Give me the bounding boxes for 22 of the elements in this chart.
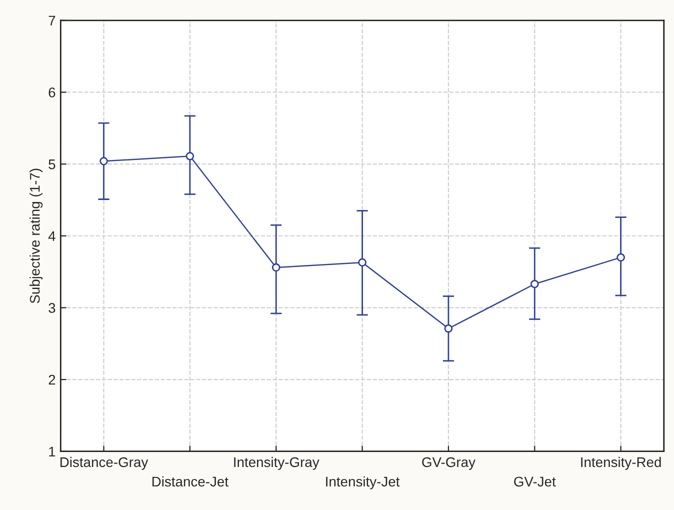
point	[358, 258, 366, 267]
y-tick-label: 7	[48, 16, 56, 26]
point	[444, 324, 453, 333]
y-tick-label: 3	[48, 303, 56, 313]
y-axis-title: Subjective rating (1-7)	[30, 168, 43, 304]
x-tick-label: Distance-Jet	[152, 476, 228, 487]
point	[100, 157, 108, 166]
y-tick-label: 1	[49, 446, 56, 456]
x-tick-label: Distance-Gray	[60, 456, 148, 470]
point	[616, 253, 625, 262]
point	[272, 263, 280, 272]
y-tick-label: 5	[48, 160, 56, 170]
x-tick-label: GV-Gray	[422, 457, 476, 470]
x-tick-label: GV-Jet	[514, 476, 556, 487]
point	[530, 280, 539, 288]
point	[186, 152, 194, 160]
y-tick-label: 2	[48, 374, 56, 385]
y-tick-label: 6	[48, 88, 56, 98]
x-tick-label: Intensity-Red	[581, 456, 661, 470]
y-tick-label: 4	[48, 231, 56, 241]
x-tick-label: Intensity-Jet	[326, 476, 400, 490]
x-tick-label: Intensity-Gray	[234, 456, 320, 470]
